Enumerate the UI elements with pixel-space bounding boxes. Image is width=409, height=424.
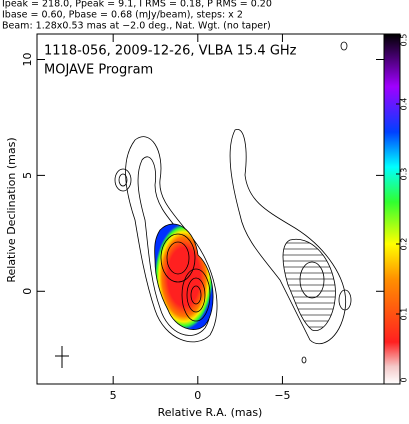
colorbar bbox=[383, 33, 401, 385]
y-tick-label: 10 bbox=[21, 52, 34, 66]
x-tick-label: 5 bbox=[110, 389, 117, 402]
header-line: Beam: 1.28x0.53 mas at −2.0 deg., Nat. W… bbox=[2, 21, 271, 32]
x-axis-label: Relative R.A. (mas) bbox=[158, 406, 263, 419]
y-axis-label: Relative Declination (mas) bbox=[5, 137, 18, 282]
beam-marker bbox=[55, 346, 69, 368]
y-tick-label: 5 bbox=[21, 172, 34, 179]
chart-subtitle: MOJAVE Program bbox=[44, 63, 153, 78]
intensity-contours bbox=[114, 136, 218, 343]
header-line: Ipeak = 218.0, Ppeak = 9.1, I RMS = 0.18… bbox=[2, 0, 272, 10]
polarization-contours bbox=[229, 41, 352, 364]
colorbar-tick-label: 0 bbox=[400, 377, 409, 382]
y-tick-label: 0 bbox=[21, 288, 34, 295]
x-tick-label: −5 bbox=[274, 389, 290, 402]
header-line: Ibase = 0.60, Pbase = 0.68 (mJy/beam), s… bbox=[2, 10, 243, 21]
colorbar-tick-label: 0.4 bbox=[400, 98, 409, 111]
colorbar-tick-label: 0.5 bbox=[400, 34, 409, 47]
colorbar-tick-label: 0.2 bbox=[400, 238, 409, 251]
header: Ipeak = 218.0, Ppeak = 9.1, I RMS = 0.18… bbox=[2, 0, 272, 32]
colorbar-tick-label: 0.3 bbox=[400, 168, 409, 181]
colorbar-tick-label: 0.1 bbox=[400, 308, 409, 321]
chart-title: 1118-056, 2009-12-26, VLBA 15.4 GHz bbox=[44, 44, 297, 59]
plot-frame bbox=[36, 33, 385, 385]
x-tick-label: 0 bbox=[194, 389, 201, 402]
